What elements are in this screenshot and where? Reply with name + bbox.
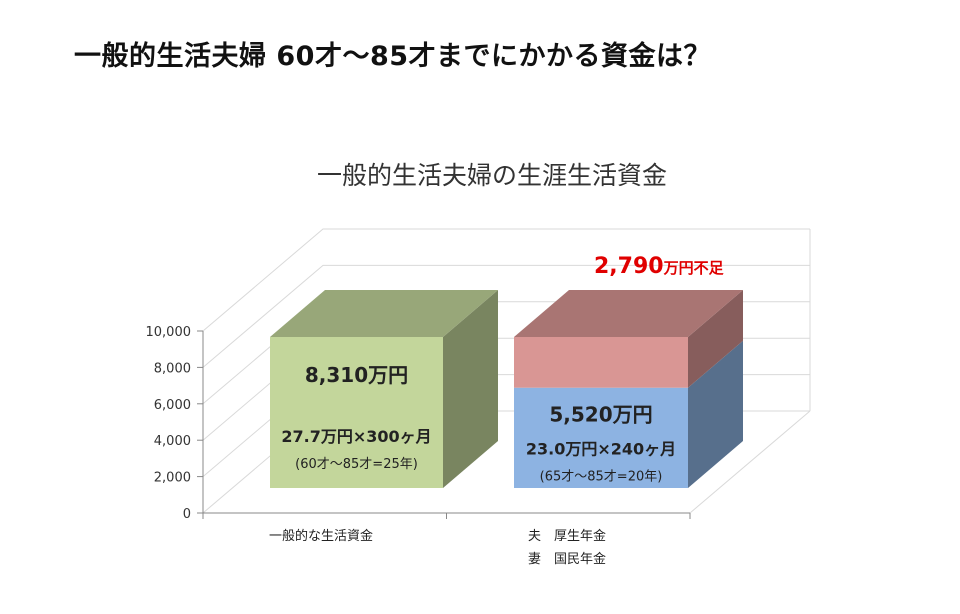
x-category-label: 夫 厚生年金 [528, 528, 606, 544]
bar-segment [514, 337, 688, 388]
y-tick-label: 0 [183, 507, 191, 522]
bar-labels: 8,310万円 27.7万円×300ヶ月 (60才～85才=25年) 5,520万円 2… [281, 363, 676, 485]
bar-label: 8,310万円 [305, 363, 408, 387]
bar-label: 5,520万円 [549, 403, 652, 427]
bar-top-face [514, 290, 743, 337]
floor-right-edge [689, 410, 811, 514]
bar-top-face [270, 290, 498, 337]
y-tick-label: 4,000 [154, 434, 191, 449]
y-tick-label: 6,000 [154, 398, 191, 413]
page-heading: 一般的生活夫婦 60才～85才までにかかる資金は？ [74, 41, 712, 72]
y-tick-label: 10,000 [146, 325, 192, 340]
x-category-label: 一般的な生活資金 [269, 528, 373, 544]
shortfall-unit: 万円不足 [663, 259, 725, 277]
gridline [202, 264, 810, 368]
gridline [202, 228, 810, 332]
y-tick-label: 2,000 [154, 471, 191, 486]
chart-title: 一般的生活夫婦の生涯生活資金 [317, 161, 667, 190]
x-category-label-line2: 妻 国民年金 [528, 551, 606, 567]
bar-side-face [688, 340, 743, 488]
axes: 0 2,000 4,000 6,000 8,000 10,000 一般的な生活資金 夫 厚生年… [146, 325, 691, 567]
bar-label: 23.0万円×240ヶ月 [526, 440, 676, 459]
shortfall-annotation: 2,790万円不足 [594, 254, 725, 279]
bar-label: 27.7万円×300ヶ月 [281, 427, 431, 446]
bar-segment [514, 387, 688, 488]
bar-label: (60才～85才=25年) [295, 457, 418, 472]
bar-label: (65才～85才=20年) [540, 470, 663, 485]
bar-side-face [688, 290, 743, 388]
bar-segment [270, 337, 443, 488]
bars [270, 290, 743, 488]
shortfall-amount: 2,790 [594, 254, 664, 279]
y-tick-label: 8,000 [154, 361, 191, 376]
bar-side-face [443, 290, 498, 488]
